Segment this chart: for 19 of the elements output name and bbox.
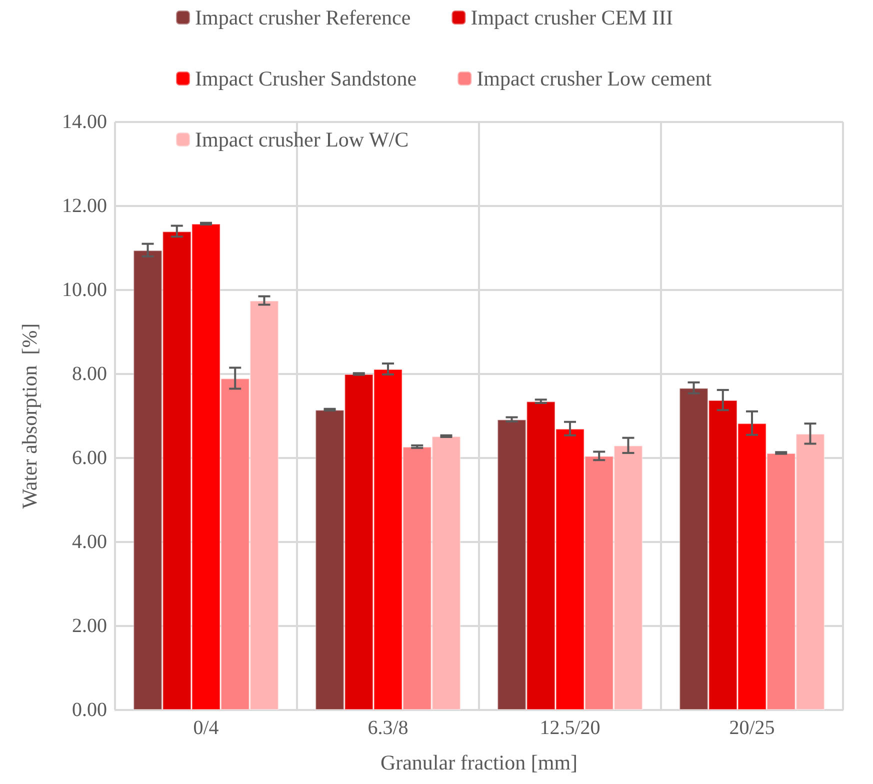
y-tick-label: 8.00 bbox=[72, 363, 107, 385]
legend-label: Impact Crusher Sandstone bbox=[195, 66, 417, 90]
y-tick-label: 2.00 bbox=[72, 615, 107, 637]
x-tick-label: 6.3/8 bbox=[368, 717, 408, 739]
legend-label: Impact crusher Reference bbox=[195, 6, 411, 30]
y-tick-label: 14.00 bbox=[62, 111, 107, 133]
y-tick-label: 12.00 bbox=[62, 195, 107, 217]
legend-label: Impact crusher CEM III bbox=[470, 6, 674, 30]
x-tick-label: 12.5/20 bbox=[540, 717, 600, 739]
y-tick-label: 0.00 bbox=[72, 699, 107, 721]
y-tick-label: 4.00 bbox=[72, 531, 107, 553]
y-axis-title: Water absorption [%] bbox=[18, 323, 42, 509]
legend-label: Impact crusher Low cement bbox=[476, 66, 712, 90]
x-tick-label: 20/25 bbox=[729, 717, 775, 739]
legend-label: Impact crusher Low W/C bbox=[195, 128, 409, 152]
y-tick-label: 6.00 bbox=[72, 447, 107, 469]
x-tick-label: 0/4 bbox=[193, 717, 219, 739]
y-tick-label: 10.00 bbox=[62, 279, 107, 301]
x-axis-title: Granular fraction [mm] bbox=[380, 750, 578, 774]
